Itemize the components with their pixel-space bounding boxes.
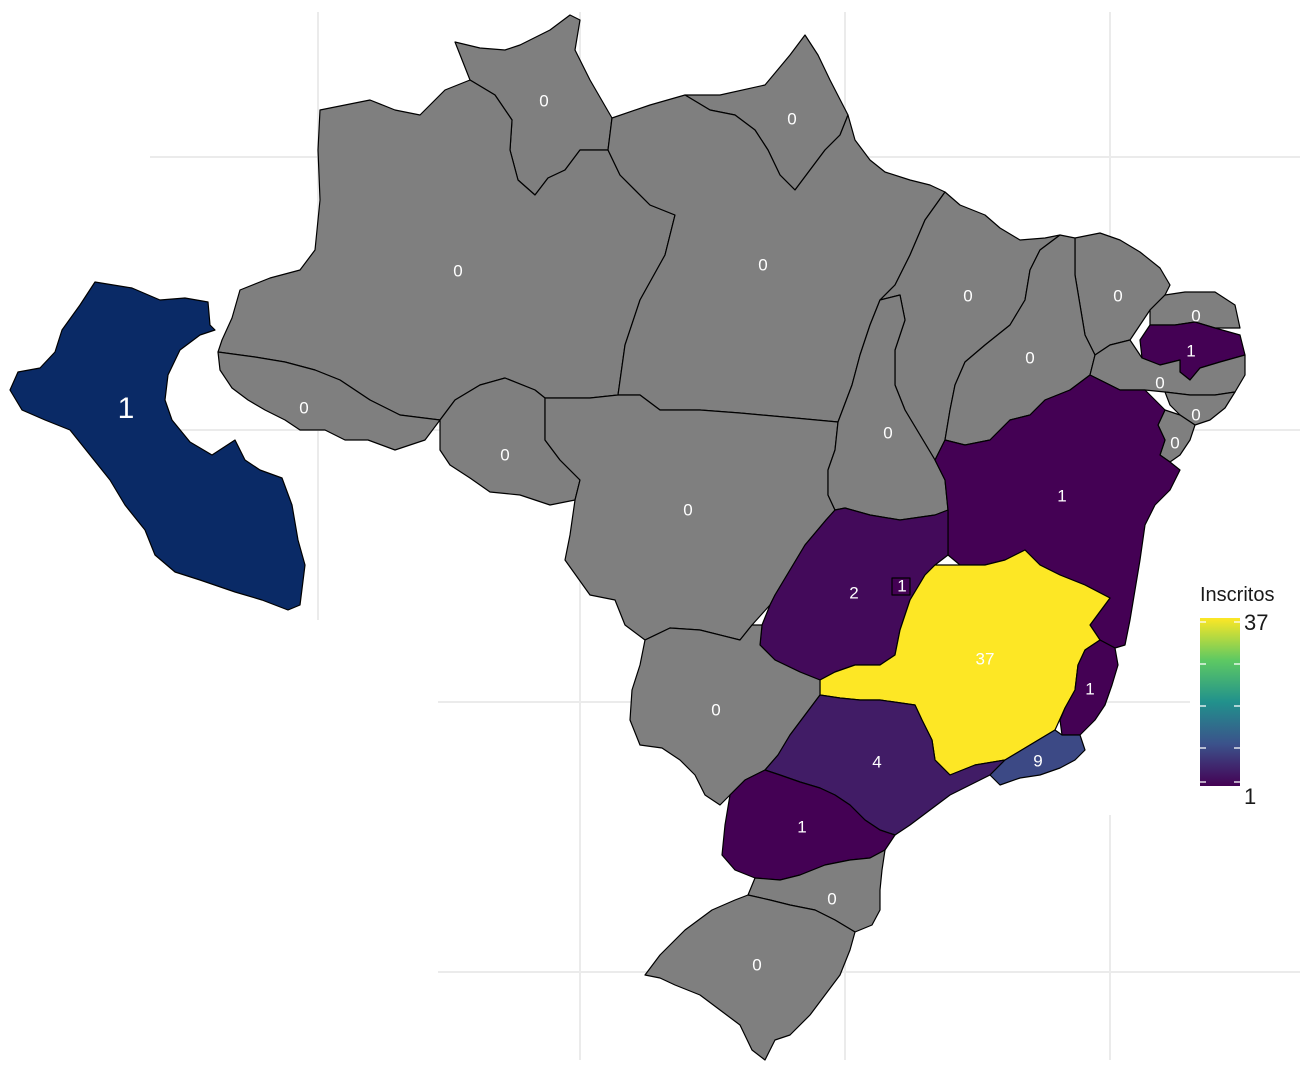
label-mato-grosso: 0 — [683, 500, 692, 519]
label-tocantins: 0 — [883, 423, 892, 442]
brazil-states — [217, 14, 1246, 1061]
label-rondonia: 0 — [500, 445, 509, 464]
label-paraiba: 1 — [1186, 341, 1195, 360]
label-goias: 2 — [849, 583, 858, 602]
peru-shape — [9, 281, 306, 611]
legend-title: Inscritos — [1200, 584, 1275, 606]
acre-shape — [217, 351, 441, 451]
label-sergipe: 0 — [1170, 433, 1179, 452]
label-ceara: 0 — [1113, 286, 1122, 305]
label-roraima: 0 — [539, 91, 548, 110]
label-mato-grosso-do-sul: 0 — [711, 700, 720, 719]
label-amapa: 0 — [787, 109, 796, 128]
label-amazonas: 0 — [453, 261, 462, 280]
label-pernambuco: 0 — [1155, 373, 1164, 392]
label-rio-de-janeiro: 9 — [1033, 751, 1042, 770]
pernambuco-shape — [1089, 339, 1246, 396]
espirito-santo-shape — [1059, 639, 1119, 736]
legend: Inscritos 37 1 — [1198, 584, 1298, 814]
label-rio-grande-do-norte: 0 — [1191, 306, 1200, 325]
label-peru: 1 — [118, 392, 135, 425]
label-maranhao: 0 — [963, 286, 972, 305]
label-acre: 0 — [299, 398, 308, 417]
label-para: 0 — [758, 255, 767, 274]
rio-de-janeiro-shape — [989, 729, 1086, 786]
label-piaui: 0 — [1025, 348, 1034, 367]
label-parana: 1 — [797, 817, 806, 836]
label-sao-paulo: 4 — [872, 752, 881, 771]
label-bahia: 1 — [1057, 486, 1066, 505]
label-espirito-santo: 1 — [1085, 679, 1094, 698]
label-distrito-federal: 1 — [897, 576, 906, 595]
alagoas-shape — [1164, 391, 1236, 426]
label-santa-catarina: 0 — [827, 889, 836, 908]
rio-grande-do-sul-shape — [644, 894, 856, 1061]
distrito-federal-shape — [891, 577, 911, 596]
legend-min-label: 1 — [1244, 784, 1257, 809]
legend-colorbar — [1200, 618, 1240, 786]
legend-max-label: 37 — [1244, 610, 1269, 635]
region-labels: 0 0 0 0 0 0 0 0 0 0 1 0 0 0 0 0 1 2 1 37… — [118, 91, 1201, 974]
label-alagoas: 0 — [1191, 405, 1200, 424]
label-rio-grande-do-sul: 0 — [752, 955, 761, 974]
label-minas-gerais: 37 — [976, 649, 995, 668]
